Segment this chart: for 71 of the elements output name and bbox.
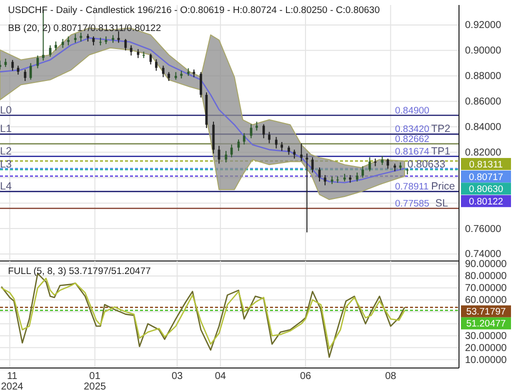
candlestick <box>29 62 32 80</box>
y-tick-label: 0.76000 <box>465 224 502 235</box>
x-tick-label: 06 <box>300 371 312 382</box>
ref-line-label: 0.77585 <box>395 198 430 210</box>
ref-line-label: 0.82662 <box>395 134 430 145</box>
annotation: L3 <box>0 158 12 171</box>
y-tick-label: 0.74000 <box>465 249 502 260</box>
x-tick-label: 01 2025 <box>84 371 106 390</box>
candlestick <box>149 53 152 65</box>
candlestick <box>124 38 127 51</box>
ref-line-label: 53.71797 <box>466 306 506 318</box>
candlestick <box>237 138 240 152</box>
x-tick-label: 08 <box>385 371 397 382</box>
ref-line-label: 0.81311 <box>469 159 503 170</box>
ref-line-label: 0.83420 <box>395 124 430 136</box>
candlestick <box>368 156 371 172</box>
y-tick-label: 90.00000 <box>465 259 508 270</box>
ref-line-label: 0.80630 <box>468 184 504 195</box>
y-tick-label: 20.00000 <box>465 342 508 354</box>
candlestick <box>250 124 252 139</box>
annotation: Price <box>431 180 456 193</box>
y-tick-label: 0.86000 <box>465 96 502 108</box>
ref-line-label: 51.20477 <box>466 318 506 330</box>
y-tick-label: 10.00000 <box>465 354 508 366</box>
candlestick <box>275 136 278 149</box>
candlestick <box>242 132 246 146</box>
candlestick <box>200 72 202 98</box>
candlestick <box>300 142 303 162</box>
candlestick <box>230 144 233 158</box>
chart-title: USDCHF - Daily - Candlestick 196/216 - O:0.80619 - H:0.80724 - L:0.80250 - C:0.80630 <box>8 5 380 16</box>
x-tick-label: 03 <box>172 371 184 382</box>
ref-line-label: 0.80717 <box>468 172 504 183</box>
candlestick <box>11 59 14 72</box>
ref-line-label: 0.78911 <box>395 182 429 193</box>
annotation: SL <box>435 197 448 210</box>
annotation: L2 <box>0 145 12 158</box>
candlestick <box>130 44 132 56</box>
annotation: TP2 <box>431 123 451 136</box>
annotation: L4 <box>0 180 12 193</box>
y-tick-label: 70.00000 <box>465 283 508 294</box>
candlestick <box>324 174 326 186</box>
y-tick-label: 0.90000 <box>465 46 502 57</box>
annotation: 0.80633 <box>407 158 446 171</box>
candlestick <box>162 65 164 78</box>
y-tick-label: 0.88000 <box>465 71 502 82</box>
x-tick-label: 11 2024 <box>1 371 24 390</box>
annotation: L0 <box>0 104 12 116</box>
candlestick <box>36 55 39 69</box>
text: FULL (5, 8, 3) 53.71797/51.20477 <box>8 266 151 277</box>
candlestick <box>262 124 265 139</box>
candlestick <box>24 69 26 82</box>
candlestick <box>49 44 52 58</box>
y-tick-label: 80.00000 <box>465 271 508 282</box>
line-series <box>0 278 406 350</box>
candlestick <box>117 30 120 44</box>
candlestick <box>155 58 158 72</box>
y-tick-label: 60.00000 <box>465 295 508 306</box>
ref-line-label: 0.84900 <box>395 105 430 116</box>
y-tick-label: 0.82000 <box>465 147 502 158</box>
ref-line-label: 0.80122 <box>468 196 504 208</box>
candlestick <box>386 158 390 170</box>
y-tick-label: 0.92000 <box>465 20 502 32</box>
candlestick <box>362 166 364 178</box>
candlestick <box>268 131 270 144</box>
y-tick-label: 30.00000 <box>465 330 508 342</box>
x-tick-label: 04 <box>214 371 226 382</box>
y-tick-label: 0.84000 <box>465 122 502 133</box>
annotation: L1 <box>0 123 12 136</box>
ref-line-label: 0.81674 <box>395 146 430 158</box>
candlestick <box>306 152 308 233</box>
annotation: TP1 <box>431 145 451 158</box>
